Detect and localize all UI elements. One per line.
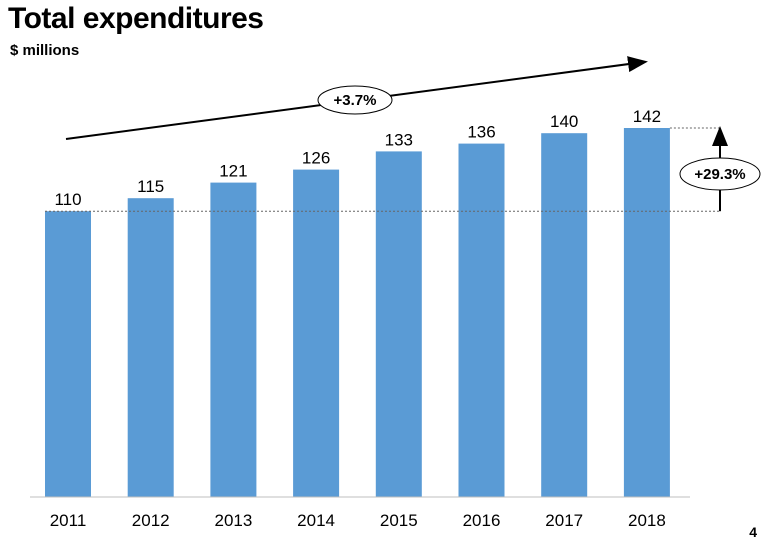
bar-value-label: 136 bbox=[467, 123, 495, 142]
bar-value-label: 142 bbox=[633, 107, 661, 126]
x-tick-label: 2013 bbox=[214, 511, 252, 530]
bar-value-label: 140 bbox=[550, 112, 578, 131]
bars-layer bbox=[45, 128, 670, 497]
x-tick-label: 2012 bbox=[132, 511, 170, 530]
bar-2016 bbox=[458, 143, 505, 497]
trend-label: +3.7% bbox=[334, 92, 377, 109]
x-tick-label: 2011 bbox=[50, 511, 87, 530]
bar-value-label: 126 bbox=[302, 149, 330, 168]
bar-2011 bbox=[45, 211, 91, 497]
x-tick-label: 2015 bbox=[380, 511, 418, 530]
growth-label-ellipse bbox=[679, 157, 761, 191]
growth-label: +29.3% bbox=[694, 166, 745, 183]
trend-label-ellipse bbox=[317, 85, 393, 115]
x-tick-label: 2016 bbox=[463, 511, 501, 530]
x-tick-label: 2014 bbox=[297, 511, 335, 530]
page-subtitle: $ millions bbox=[10, 42, 80, 59]
bar-2012 bbox=[127, 198, 174, 497]
x-tick-label: 2017 bbox=[545, 511, 583, 530]
bar-2013 bbox=[210, 182, 257, 497]
bar-2015 bbox=[375, 151, 422, 497]
labels-layer: 110 115 121 126 133 136 140 142 bbox=[54, 107, 661, 209]
page-number: 4 bbox=[749, 524, 757, 540]
page-title: Total expenditures bbox=[8, 2, 264, 35]
x-tick-label: 2018 bbox=[628, 511, 666, 530]
bar-2014 bbox=[293, 169, 340, 497]
ticks-layer: 2011 2012 2013 2014 2015 2016 2017 2018 bbox=[50, 511, 666, 530]
bar-2017 bbox=[541, 133, 588, 497]
bar-value-label: 133 bbox=[385, 130, 413, 149]
bar-value-label: 121 bbox=[219, 162, 247, 181]
bar-2018 bbox=[623, 128, 670, 497]
bar-value-label: 115 bbox=[137, 177, 164, 196]
bar-value-label: 110 bbox=[54, 190, 81, 209]
